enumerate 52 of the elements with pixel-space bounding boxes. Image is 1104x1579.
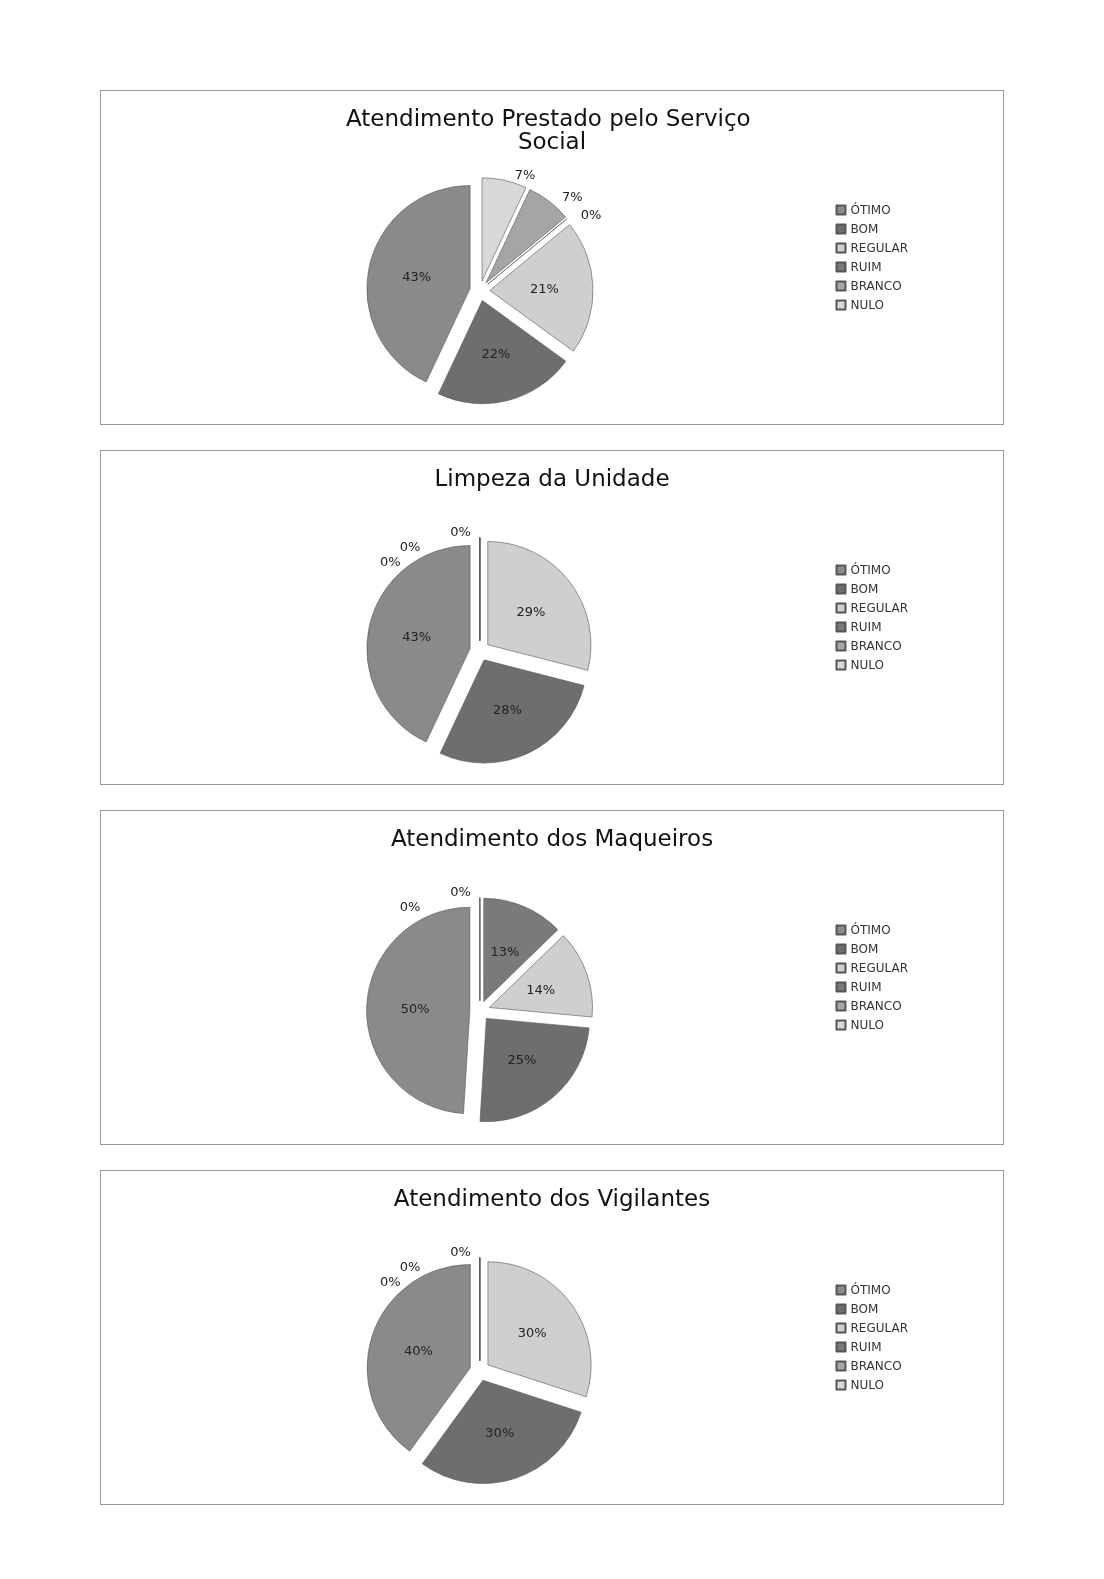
legend-label: BOM xyxy=(850,1302,879,1316)
text: 0% xyxy=(450,1244,471,1260)
legend-label: REGULAR xyxy=(850,601,909,615)
text: 0% xyxy=(450,884,471,900)
legend-label: BRANCO xyxy=(850,279,902,293)
data-label: 14% xyxy=(526,981,556,997)
data-label: 7% xyxy=(561,189,583,205)
text: 0% xyxy=(399,539,421,555)
text: 0% xyxy=(379,1274,401,1290)
legend-label: RUIM xyxy=(850,1340,882,1354)
data-label: 30% xyxy=(485,1424,515,1440)
legend-label: NULO xyxy=(850,1378,884,1392)
legend-label: BRANCO xyxy=(850,639,902,653)
legend-label: BOM xyxy=(850,942,879,956)
data-label: 22% xyxy=(481,345,511,361)
chart-title: Limpeza da Unidade xyxy=(434,464,670,491)
data-label: 43% xyxy=(402,269,432,285)
data-label: 30% xyxy=(517,1325,547,1341)
legend-label: ÓTIMO xyxy=(850,922,891,937)
data-label: 50% xyxy=(400,1001,430,1017)
legend-label: BRANCO xyxy=(850,999,902,1013)
legend-label: ÓTIMO xyxy=(850,562,891,577)
legend-label: ÓTIMO xyxy=(850,202,891,217)
legend-label: ÓTIMO xyxy=(850,1282,891,1297)
chart-title: Atendimento Prestado pelo Serviço Social xyxy=(345,104,759,154)
chart-title: Atendimento dos Maqueiros xyxy=(390,824,714,851)
data-label: 25% xyxy=(507,1052,537,1068)
legend-label: REGULAR xyxy=(850,241,909,255)
legend-label: RUIM xyxy=(850,260,882,274)
text: 0% xyxy=(399,899,421,915)
legend-label: BOM xyxy=(850,222,879,236)
text: 0% xyxy=(399,1259,421,1275)
data-label: 28% xyxy=(492,701,522,717)
legend-label: NULO xyxy=(850,298,884,312)
chart-title: Atendimento dos Vigilantes xyxy=(393,1184,711,1211)
legend-label: RUIM xyxy=(850,620,882,634)
data-label: 21% xyxy=(529,281,559,297)
text: 0% xyxy=(450,524,471,540)
data-label: 29% xyxy=(516,603,546,619)
text: 0% xyxy=(580,207,602,223)
data-label: 40% xyxy=(403,1343,433,1359)
legend-label: BRANCO xyxy=(850,1359,902,1373)
data-label: 7% xyxy=(514,166,536,182)
text: 0% xyxy=(379,554,401,570)
data-label: 43% xyxy=(402,629,432,645)
data-label: 13% xyxy=(490,943,520,959)
legend-label: NULO xyxy=(850,1018,884,1032)
legend-label: NULO xyxy=(850,658,884,672)
legend-label: BOM xyxy=(850,582,879,596)
legend-label: RUIM xyxy=(850,980,882,994)
legend-label: REGULAR xyxy=(850,1321,909,1335)
legend-label: REGULAR xyxy=(850,961,909,975)
